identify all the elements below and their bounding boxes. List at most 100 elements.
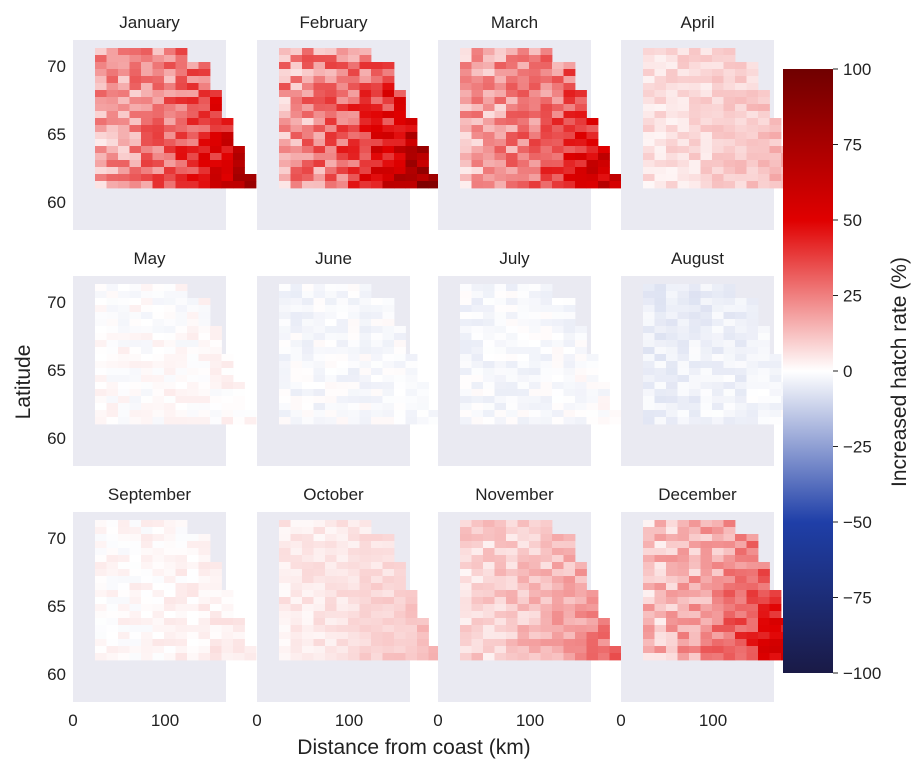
heatmap-cell bbox=[506, 368, 518, 375]
heatmap-cell bbox=[701, 375, 713, 382]
heatmap-cell bbox=[689, 361, 701, 368]
heatmap-cell bbox=[107, 354, 119, 361]
heatmap-cell bbox=[314, 569, 326, 576]
heatmap-cell bbox=[95, 590, 107, 597]
heatmap-cell bbox=[325, 646, 337, 653]
heatmap-cell bbox=[712, 146, 724, 153]
heatmap-cell bbox=[383, 632, 395, 639]
heatmap-cell bbox=[460, 417, 472, 424]
heatmap-cell bbox=[279, 55, 291, 62]
heatmap-cell bbox=[360, 76, 372, 83]
heatmap-cell bbox=[325, 361, 337, 368]
heatmap-cell bbox=[95, 326, 107, 333]
heatmap-cell bbox=[95, 83, 107, 90]
heatmap-cell bbox=[587, 361, 599, 368]
heatmap-cell bbox=[383, 555, 395, 562]
heatmap-cell bbox=[564, 361, 576, 368]
heatmap-cell bbox=[610, 181, 622, 188]
colorbar-tick-label: 50 bbox=[843, 211, 862, 230]
heatmap-cell bbox=[153, 174, 165, 181]
heatmap-cell bbox=[107, 410, 119, 417]
heatmap-cell bbox=[735, 118, 747, 125]
heatmap-cell bbox=[541, 583, 553, 590]
heatmap-cell bbox=[610, 417, 622, 424]
heatmap-cell bbox=[506, 83, 518, 90]
heatmap-cell bbox=[666, 62, 678, 69]
heatmap-cell bbox=[95, 368, 107, 375]
heatmap-cell bbox=[552, 569, 564, 576]
heatmap-cell bbox=[222, 139, 234, 146]
heatmap-cell bbox=[95, 534, 107, 541]
heatmap-cell bbox=[153, 555, 165, 562]
heatmap-cell bbox=[302, 139, 314, 146]
heatmap-cell bbox=[495, 333, 507, 340]
heatmap-cell bbox=[678, 55, 690, 62]
heatmap-cell bbox=[518, 389, 530, 396]
heatmap-cell bbox=[712, 569, 724, 576]
heatmap-cell bbox=[689, 326, 701, 333]
heatmap-cell bbox=[348, 139, 360, 146]
heatmap-cell bbox=[643, 76, 655, 83]
heatmap-cell bbox=[118, 382, 130, 389]
heatmap-cell bbox=[199, 139, 211, 146]
heatmap-cell bbox=[314, 48, 326, 55]
heatmap-cell bbox=[529, 319, 541, 326]
heatmap-cell bbox=[747, 319, 759, 326]
heatmap-cell bbox=[417, 396, 429, 403]
heatmap-cell bbox=[460, 111, 472, 118]
heatmap-cell bbox=[495, 83, 507, 90]
heatmap-cell bbox=[95, 181, 107, 188]
heatmap-cell bbox=[348, 569, 360, 576]
colorbar-tick-label: −100 bbox=[843, 664, 881, 683]
heatmap-cell bbox=[394, 146, 406, 153]
heatmap-cell bbox=[210, 160, 222, 167]
heatmap-cell bbox=[406, 181, 418, 188]
heatmap-cell bbox=[279, 132, 291, 139]
heatmap-cell bbox=[666, 410, 678, 417]
heatmap-cell bbox=[360, 527, 372, 534]
heatmap-cell bbox=[529, 118, 541, 125]
heatmap-cell bbox=[689, 527, 701, 534]
heatmap-cell bbox=[153, 326, 165, 333]
heatmap-cells bbox=[460, 284, 621, 424]
heatmap-cell bbox=[552, 562, 564, 569]
heatmap-cell bbox=[187, 618, 199, 625]
heatmap-cell bbox=[141, 611, 153, 618]
heatmap-cell bbox=[118, 118, 130, 125]
heatmap-cell bbox=[518, 97, 530, 104]
heatmap-cell bbox=[348, 368, 360, 375]
heatmap-cell bbox=[394, 583, 406, 590]
heatmap-cell bbox=[291, 312, 303, 319]
heatmap-cell bbox=[130, 534, 142, 541]
heatmap-cell bbox=[337, 69, 349, 76]
heatmap-cell bbox=[518, 111, 530, 118]
heatmap-cell bbox=[141, 541, 153, 548]
heatmap-cell bbox=[325, 104, 337, 111]
heatmap-cell bbox=[176, 312, 188, 319]
heatmap-cell bbox=[666, 646, 678, 653]
heatmap-cell bbox=[176, 604, 188, 611]
heatmap-cell bbox=[460, 520, 472, 527]
heatmap-cell bbox=[176, 646, 188, 653]
y-tick-label: 65 bbox=[47, 361, 66, 380]
heatmap-cell bbox=[118, 132, 130, 139]
heatmap-cell bbox=[360, 541, 372, 548]
heatmap-cell bbox=[314, 382, 326, 389]
heatmap-cell bbox=[107, 69, 119, 76]
panel-title: May bbox=[133, 249, 166, 268]
heatmap-cell bbox=[314, 576, 326, 583]
heatmap-cell bbox=[118, 354, 130, 361]
heatmap-cell bbox=[337, 146, 349, 153]
heatmap-cell bbox=[141, 562, 153, 569]
heatmap-cell bbox=[724, 410, 736, 417]
heatmap-cell bbox=[406, 410, 418, 417]
heatmap-cell bbox=[472, 139, 484, 146]
heatmap-cell bbox=[406, 139, 418, 146]
heatmap-cell bbox=[712, 55, 724, 62]
heatmap-cell bbox=[735, 410, 747, 417]
heatmap-cell bbox=[689, 410, 701, 417]
heatmap-cell bbox=[383, 611, 395, 618]
heatmap-cell bbox=[758, 118, 770, 125]
panel-title: December bbox=[658, 485, 737, 504]
heatmap-cell bbox=[360, 174, 372, 181]
